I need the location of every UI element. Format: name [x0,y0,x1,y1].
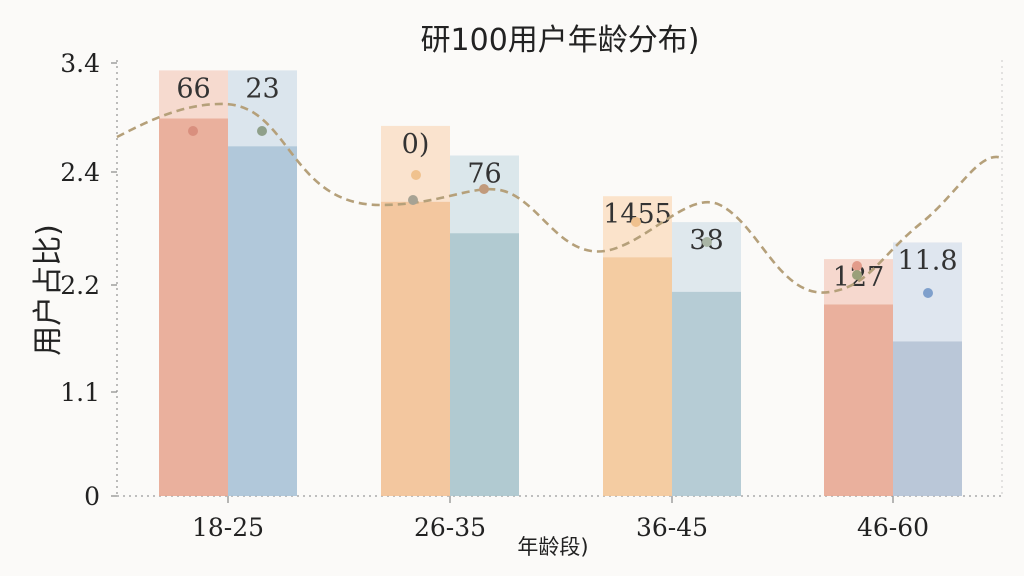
bar-value-label: 11.8 [897,245,957,276]
data-point-marker [852,261,862,271]
bar [228,146,297,496]
data-point-marker [852,270,862,280]
y-tick-label: 1.1 [60,378,100,407]
data-point-marker [923,288,933,298]
x-tick-label: 46-60 [857,513,929,542]
x-tick-label: 36-45 [636,513,708,542]
data-point-marker [702,237,712,247]
x-tick-label: 26-35 [414,513,486,542]
data-point-marker [408,195,418,205]
bar [672,291,741,496]
bar-cap [672,222,741,292]
bar-cap [381,125,450,202]
y-tick-label: 0 [84,482,100,511]
trend-line [116,102,1003,294]
data-point-marker [188,126,198,136]
y-tick-label: 2.4 [60,158,100,187]
y-tick-label: 3.4 [60,49,100,78]
data-point-marker [411,170,421,180]
chart-title: 研100用户年龄分布) [421,23,700,58]
bar-cap [450,155,519,234]
bar [824,304,893,496]
bar-value-label: 0) [402,129,430,160]
bar [381,201,450,496]
x-tick-label: 18-25 [192,513,264,542]
x-axis-label: 年龄段) [517,535,588,559]
bar [450,233,519,496]
data-point-marker [631,217,641,227]
data-point-marker [479,184,489,194]
data-point-marker [257,126,267,136]
bar-cap [159,70,228,119]
y-tick-label: 2.2 [60,271,100,300]
y-axis-label: 用户占比) [31,224,66,356]
bar [159,118,228,496]
bar-value-label: 23 [245,73,279,104]
bar-value-label: 66 [176,73,210,104]
bar [603,257,672,496]
bar [893,341,962,496]
